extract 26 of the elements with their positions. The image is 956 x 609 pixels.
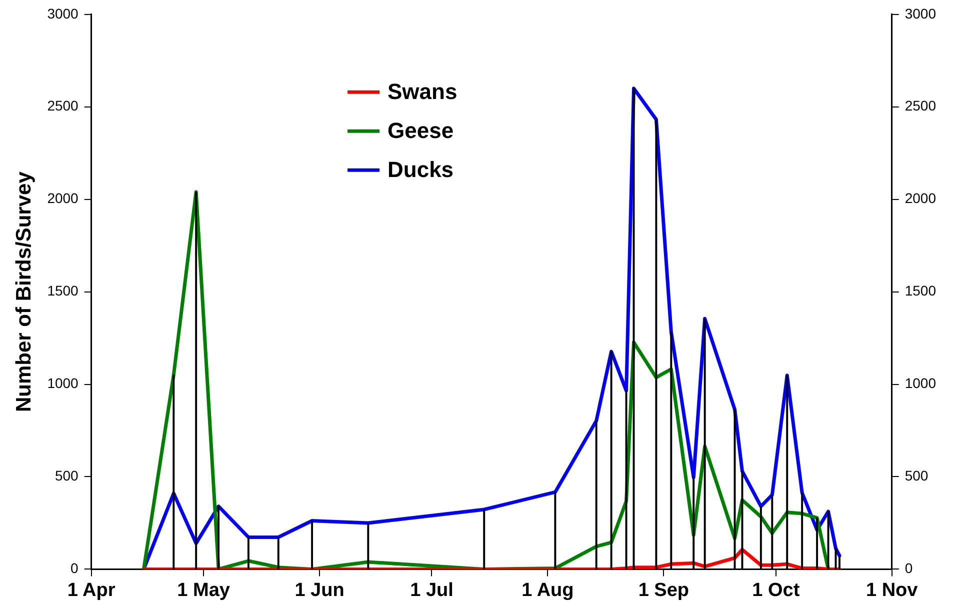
y2-tick-label: 3000: [904, 5, 936, 22]
y-axis-title: Number of Birds/Survey: [12, 171, 36, 412]
y-tick-label: 1500: [47, 282, 79, 299]
legend-label: Geese: [388, 118, 454, 144]
y-tick-label: 0: [70, 560, 79, 576]
y-tick-label: 1000: [47, 375, 79, 392]
x-tick-label: 1 May: [177, 580, 230, 601]
y-tick-label: 2500: [47, 98, 79, 114]
y2-tick-label: 0: [904, 560, 913, 576]
x-tick-label: 1 Oct: [752, 580, 800, 601]
y2-tick-label: 2000: [904, 190, 936, 206]
y2-tick-label: 1500: [904, 282, 936, 299]
y-tick-label: 3000: [47, 5, 79, 22]
x-tick-label: 1 Sep: [638, 580, 690, 601]
y2-tick-label: 500: [904, 468, 928, 484]
x-tick-label: 1 Aug: [522, 580, 574, 601]
x-tick-label: 1 Jul: [410, 580, 454, 601]
y-tick-label: 500: [54, 468, 79, 484]
x-tick-label: 1 Apr: [67, 580, 116, 601]
legend-label: Ducks: [388, 157, 454, 182]
x-tick-label: 1 Nov: [866, 580, 918, 601]
y-tick-label: 2000: [47, 190, 79, 206]
y2-tick-label: 2500: [904, 98, 936, 114]
legend-label: Swans: [388, 79, 458, 104]
y2-tick-label: 1000: [904, 375, 936, 392]
x-tick-label: 1 Jun: [294, 580, 344, 601]
